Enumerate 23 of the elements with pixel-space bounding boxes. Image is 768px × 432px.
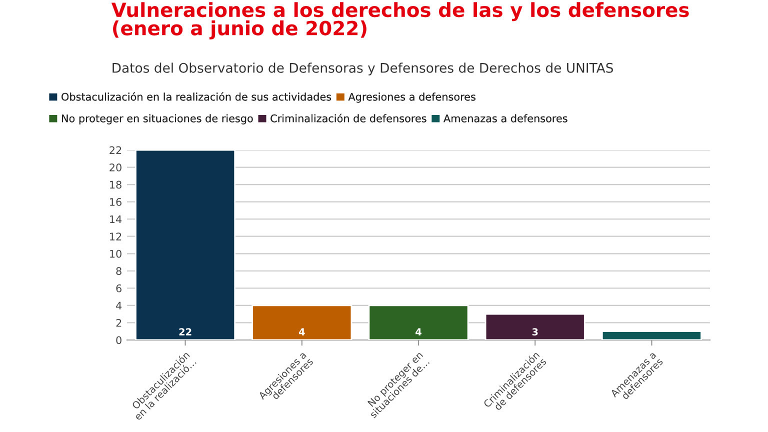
legend-label: Agresiones a defensores (348, 92, 476, 103)
y-tick-label: 14 (110, 215, 122, 224)
y-tick-label: 4 (116, 302, 122, 310)
data-label: 22 (179, 328, 192, 336)
data-label: 4 (298, 328, 305, 336)
legend-label: Criminalización de defensores (270, 114, 426, 122)
y-tick-label: 8 (116, 267, 122, 276)
legend-label: No proteger en situaciones de riesgo (62, 114, 253, 124)
y-tick-label: 22 (110, 146, 122, 154)
y-tick-label: 20 (110, 164, 122, 172)
legend-label: Obstaculización en la realización de sus actividades (62, 92, 332, 101)
data-label: 3 (532, 328, 538, 336)
chart-subtitle: Datos del Observatorio de Defensoras y Defensores de Derechos de UNITAS (112, 62, 614, 76)
legend-label: Amenazas a defensores (444, 114, 568, 122)
y-tick-label: 12 (110, 232, 122, 240)
y-tick-label: 18 (110, 180, 122, 189)
y-tick-label: 6 (116, 284, 122, 292)
y-tick-label: 16 (110, 198, 122, 206)
y-tick-label: 2 (116, 318, 122, 327)
data-label: 4 (416, 328, 422, 336)
chart-title: Vulneraciones a los derechos de las y los defensores (enero a junio de 2022) (111, 2, 689, 40)
y-tick-label: 10 (110, 250, 122, 258)
y-tick-label: 0 (116, 336, 122, 344)
